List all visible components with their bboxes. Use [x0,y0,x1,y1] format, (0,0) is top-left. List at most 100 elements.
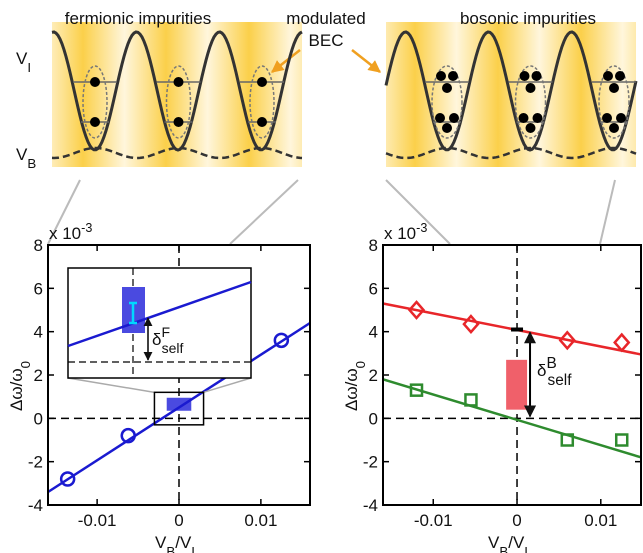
y-tick-label: -2 [28,453,43,472]
bec-left [52,22,302,167]
x-tick-label: 0.01 [584,511,617,530]
zoom-region [153,391,205,426]
zoom-line [385,179,451,245]
y-tick-label: -4 [363,496,378,515]
particle [90,77,100,87]
panel-title: bosonic impurities [460,9,596,28]
superscript: -3 [416,221,427,235]
orbital [249,65,275,139]
y-tick-label: 4 [369,323,378,342]
point [273,332,290,349]
zoom-line [599,179,616,245]
subscript: self [548,371,573,388]
particle [442,123,452,133]
point [120,427,136,444]
self-energy-band [166,397,192,411]
text: δ [152,330,161,349]
rich-label: x 10-3 [49,221,92,243]
particle [257,117,267,127]
particle [442,83,452,93]
y-tick-label: -2 [363,453,378,472]
point [59,471,76,487]
particle [532,113,543,123]
point [409,383,424,397]
subscript: I [27,60,31,75]
fit-line [382,378,642,459]
x-tick-label: -0.01 [414,511,453,530]
orbital [165,65,192,139]
inset [67,267,252,379]
y-tick-label: 0 [369,409,378,428]
zoom-line [203,377,252,394]
subscript: B [27,156,36,171]
zoom-line [229,179,299,245]
subscript: self [162,340,184,356]
text: x 10 [384,224,416,243]
superscript: F [161,324,170,340]
vi-potential [51,30,303,152]
orbital [598,65,630,139]
particle [615,71,625,81]
particle [531,71,542,81]
inset-fit [67,280,252,348]
y-tick-label: 8 [34,236,43,255]
particle [448,71,458,81]
particle [603,71,613,81]
x-tick-label: 0 [512,511,521,530]
point [407,300,426,320]
y-tick-label: 2 [34,366,43,385]
vb-potential [51,146,303,160]
zoom-line [67,377,155,394]
orbital [431,65,463,139]
particle [173,117,184,127]
particle [173,77,184,87]
text: V [488,533,500,552]
subscript: 0 [353,361,368,368]
particle [436,71,446,81]
text: x 10 [49,224,81,243]
particle [525,83,536,93]
superscript: -3 [81,221,92,235]
text: Δω/ω [342,368,361,411]
particle [609,123,619,133]
particle [257,77,267,87]
point [462,314,480,334]
subscript: I [191,544,195,553]
inset-errorbar [129,301,137,325]
plot-frame [47,244,311,506]
rich-label: VB/VI [155,533,195,553]
point [613,332,631,353]
text: δ [537,361,546,380]
self-energy-band [506,359,528,410]
rich-label: Δω/ω0 [7,361,33,411]
orbital [82,65,108,139]
vb-potential [385,146,637,160]
x-tick-label: 0 [174,511,183,530]
rich-label: Δω/ω0 [342,361,368,411]
particle [518,113,529,123]
x-tick-label: 0.01 [244,511,277,530]
y-tick-label: -4 [28,496,43,515]
y-tick-label: 6 [34,279,43,298]
subscript: 0 [18,361,33,368]
superscript: B [546,354,556,371]
fit-line [47,321,311,494]
text: /V [175,533,192,552]
particle [525,123,536,133]
y-tick-label: 0 [34,409,43,428]
point [558,330,576,351]
arrow [351,49,381,73]
vi-potential [384,30,638,152]
y-tick-label: 2 [369,366,378,385]
x-tick-label: -0.01 [78,511,117,530]
plot-frame [382,244,642,506]
text: /V [508,533,525,552]
arrow [271,49,301,73]
bec-label: modulated [286,9,365,28]
text: Δω/ω [7,368,26,411]
particle [90,117,100,127]
text: V [16,145,28,164]
bec-label: BEC [309,31,344,50]
